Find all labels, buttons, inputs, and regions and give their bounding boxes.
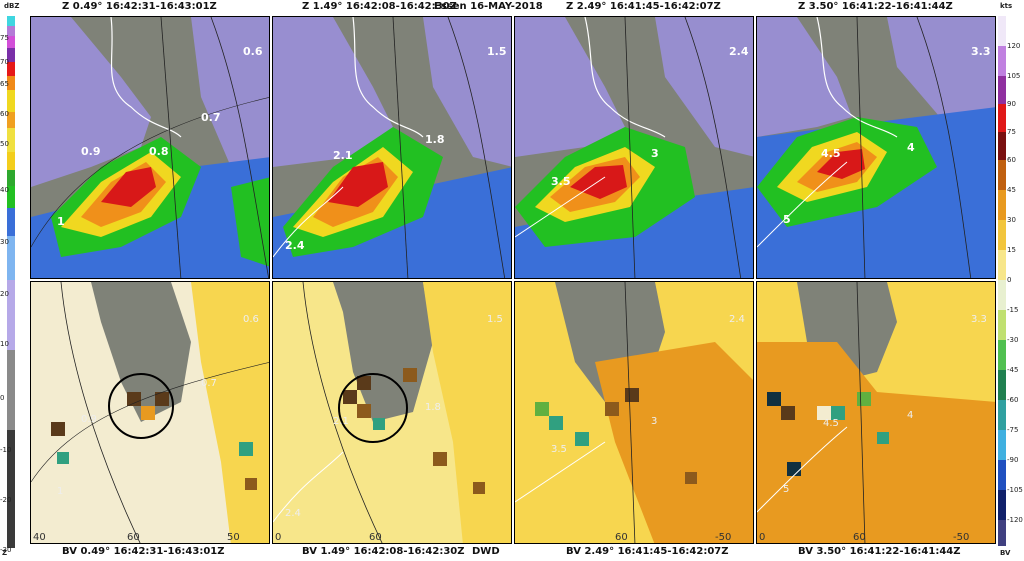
- bv4-axis-label-b: -50: [953, 532, 969, 543]
- z3-range-label-c: 3.5: [551, 175, 571, 188]
- title-dwd: DWD: [472, 546, 500, 557]
- bv4-range-label-b: 4: [907, 410, 913, 421]
- bv1-range-label-b: 0.7: [201, 378, 217, 389]
- z4-range-label-d: 5: [783, 213, 791, 226]
- z4-range-label-b: 4: [907, 141, 915, 154]
- bv1-range-label-c: 0.9: [81, 414, 97, 425]
- bv2-range-label-a: 1.5: [487, 314, 503, 325]
- z2-range-label-a: 1.5: [487, 45, 507, 58]
- top-title-bar: Z 0.49° 16:42:31-16:43:01Z Z 1.49° 16:42…: [30, 0, 996, 16]
- z4-range-label-c: 4.5: [821, 147, 841, 160]
- title-bv-149: BV 1.49° 16:42:08-16:42:30Z: [302, 546, 465, 557]
- title-z-249: Z 2.49° 16:41:45-16:42:07Z: [566, 1, 721, 12]
- bv4-range-label-d: 5: [783, 484, 789, 495]
- bv1-axis-label-c: 40: [33, 532, 46, 543]
- bottom-title-bar: BV 0.49° 16:42:31-16:43:01Z BV 1.49° 16:…: [30, 545, 996, 561]
- reflectivity-panel-249[interactable]: 2.4 3 3.5: [514, 16, 754, 279]
- bv2-range-label-d: 2.4: [285, 508, 301, 519]
- bv4-range-label-c: 4.5: [823, 418, 839, 429]
- z2-range-label-c: 2.1: [333, 149, 353, 162]
- z1-range-label-a: 0.6: [243, 45, 263, 58]
- velocity-colorbar: kts 120 105 90 75 60 45 30 15 0 -15 -30 …: [998, 2, 1023, 557]
- velocity-panel-049[interactable]: 0.6 0.7 0.9 1 60 50 40: [30, 281, 270, 544]
- title-z-049: Z 0.49° 16:42:31-16:43:01Z: [62, 1, 217, 12]
- z4-range-label-a: 3.3: [971, 45, 991, 58]
- bv3-range-label-b: 3: [651, 416, 657, 427]
- velocity-panel-249[interactable]: 2.4 3 3.5 60 -50: [514, 281, 754, 544]
- z2-range-label-d: 2.4: [285, 239, 305, 252]
- dbz-unit-label: dBZ: [4, 2, 20, 10]
- z1-range-label-d: 0.8: [149, 145, 169, 158]
- bv4-range-label-a: 3.3: [971, 314, 987, 325]
- velocity-panel-350[interactable]: 3.3 4 4.5 5 60 -50 0: [756, 281, 996, 544]
- bv2-range-label-c: 2.1: [333, 416, 349, 427]
- z2-range-label-b: 1.8: [425, 133, 445, 146]
- title-bv-350: BV 3.50° 16:41:22-16:41:44Z: [798, 546, 961, 557]
- reflectivity-colorbar: dBZ 75 70 65 60 50 40 30 20 10 0 -10 -20…: [0, 2, 20, 557]
- bv3-range-label-a: 2.4: [729, 314, 745, 325]
- kts-unit-label: kts: [1000, 2, 1013, 10]
- reflectivity-panel-149[interactable]: 1.5 1.8 2.1 2.4: [272, 16, 512, 279]
- reflectivity-panel-350[interactable]: 3.3 4 4.5 5: [756, 16, 996, 279]
- title-station-date: Essen 16-MAY-2018: [434, 1, 543, 12]
- title-bv-249: BV 2.49° 16:41:45-16:42:07Z: [566, 546, 729, 557]
- bv3-range-label-c: 3.5: [551, 444, 567, 455]
- bv2-axis-label-a: 0: [275, 532, 281, 543]
- bv3-axis-label-a: 60: [615, 532, 628, 543]
- bv-unit-label: BV: [1000, 549, 1011, 557]
- z3-range-label-b: 3: [651, 147, 659, 160]
- bv1-axis-label-b: 50: [227, 532, 240, 543]
- title-z-350: Z 3.50° 16:41:22-16:41:44Z: [798, 1, 953, 12]
- bv4-axis-label-c: 0: [759, 532, 765, 543]
- z-unit-label: Z: [2, 549, 8, 557]
- bv3-axis-label-b: -50: [715, 532, 731, 543]
- bv1-range-label-d: 1: [57, 486, 63, 497]
- z1-range-label-b: 0.7: [201, 111, 221, 124]
- z3-range-label-a: 2.4: [729, 45, 749, 58]
- title-bv-049: BV 0.49° 16:42:31-16:43:01Z: [62, 546, 225, 557]
- radar-panel-grid: 0.6 0.7 0.9 0.8 1 1.5 1.8 2.1 2.4: [30, 16, 996, 544]
- bv2-axis-label-b: 60: [369, 532, 382, 543]
- z1-range-label-c: 0.9: [81, 145, 101, 158]
- bv2-range-label-b: 1.8: [425, 402, 441, 413]
- z1-range-label-e: 1: [57, 215, 65, 228]
- bv1-axis-label-a: 60: [127, 532, 140, 543]
- reflectivity-panel-049[interactable]: 0.6 0.7 0.9 0.8 1: [30, 16, 270, 279]
- title-z-149: Z 1.49° 16:42:08-16:42:30Z: [302, 1, 457, 12]
- bv4-axis-label-a: 60: [853, 532, 866, 543]
- bv1-range-label-a: 0.6: [243, 314, 259, 325]
- velocity-panel-149[interactable]: 1.5 1.8 2.1 2.4 0 60: [272, 281, 512, 544]
